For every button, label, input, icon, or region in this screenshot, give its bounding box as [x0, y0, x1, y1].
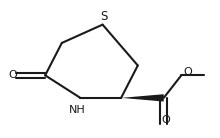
Text: O: O — [8, 70, 17, 80]
Text: S: S — [100, 10, 107, 23]
Text: O: O — [161, 115, 170, 125]
Text: NH: NH — [69, 105, 86, 115]
Polygon shape — [121, 94, 164, 102]
Text: O: O — [183, 67, 192, 77]
